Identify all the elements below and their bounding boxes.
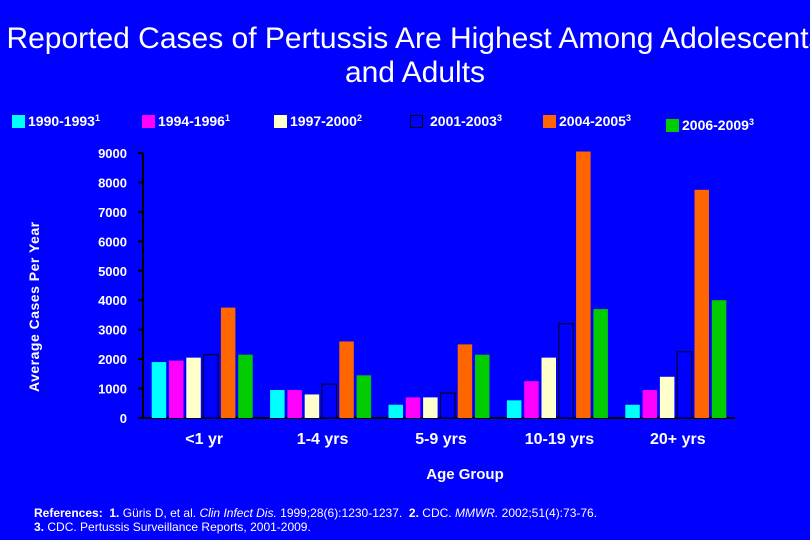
legend-swatch — [410, 115, 423, 128]
bar — [576, 151, 591, 418]
references-label: References: — [34, 506, 103, 520]
bar — [659, 376, 675, 418]
bar — [711, 300, 727, 418]
bar — [625, 404, 640, 418]
legend-swatch — [12, 115, 25, 128]
y-tick-label: 4000 — [98, 293, 127, 308]
ref1-authors: Güris D, et al. — [122, 506, 197, 520]
y-tick-label: 2000 — [98, 352, 127, 367]
legend-sup: 3 — [496, 113, 502, 123]
bar — [388, 404, 403, 418]
references-line-1: References: 1. Güris D, et al. Clin Infe… — [34, 506, 597, 520]
x-axis-label: Age Group — [426, 466, 504, 483]
y-tick-label: 9000 — [98, 146, 127, 161]
bar — [694, 189, 709, 418]
legend-swatch — [666, 119, 679, 132]
bar — [151, 362, 167, 418]
legend-item: 1994-1996 1 — [142, 113, 230, 129]
bar — [356, 375, 372, 418]
ref1-number: 1. — [109, 506, 120, 520]
legend-sup: 1 — [94, 113, 100, 123]
legend-item: 2006-2009 3 — [666, 117, 754, 133]
references-line-2: 3. CDC. Pertussis Surveillance Reports, … — [34, 520, 597, 534]
legend-label: 2001-2003 — [430, 113, 497, 129]
ref2-journal: MMWR. — [454, 506, 499, 520]
y-tick-label: 3000 — [98, 323, 127, 338]
bar — [287, 390, 302, 418]
x-tick-label: 10-19 yrs — [525, 431, 594, 448]
x-tick-label: 1-4 yrs — [297, 431, 349, 448]
ref2-number: 2. — [408, 506, 419, 520]
ref1-journal: Clin Infect Dis. — [199, 506, 277, 520]
bar — [558, 323, 574, 419]
y-tick-label: 5000 — [98, 264, 127, 279]
bar — [339, 341, 354, 418]
y-tick-label: 7000 — [98, 205, 127, 220]
ref2-authors: CDC. — [422, 506, 452, 520]
legend-item: 2001-2003 3 — [410, 113, 502, 129]
bar — [270, 390, 285, 418]
legend-sup: 3 — [625, 113, 631, 123]
bar — [642, 390, 658, 418]
bar — [439, 392, 456, 419]
legend-item: 2004-2005 3 — [543, 113, 631, 129]
bar — [676, 351, 693, 419]
legend-swatch — [142, 115, 155, 128]
bar — [541, 357, 556, 418]
legend-label: 2006-2009 — [682, 117, 749, 133]
ref3-text: CDC. Pertussis Surveillance Reports, 200… — [47, 520, 311, 534]
bar — [593, 309, 608, 418]
legend-sup: 1 — [224, 113, 230, 123]
legend-sup: 2 — [356, 113, 362, 123]
legend-item: 1990-1993 1 — [12, 113, 100, 129]
bar — [321, 383, 337, 419]
bar — [203, 354, 219, 419]
bar — [238, 354, 253, 418]
legend-swatch — [274, 115, 287, 128]
references: References: 1. Güris D, et al. Clin Infe… — [34, 506, 597, 534]
legend-label: 2004-2005 — [559, 113, 626, 129]
bar — [506, 400, 522, 418]
y-tick-label: 8000 — [98, 175, 127, 190]
bar — [186, 357, 201, 418]
x-tick-label: <1 yr — [185, 431, 223, 448]
y-tick-label: 0 — [120, 411, 127, 426]
ref2-citation: 2002;51(4):73-76. — [501, 506, 598, 520]
bar — [475, 354, 490, 418]
legend-swatch — [543, 115, 556, 128]
legend: 1990-1993 1 1994-1996 1 1997-2000 2 2001-20… — [0, 113, 810, 137]
bar — [457, 344, 473, 418]
bar — [169, 360, 184, 418]
bar — [423, 397, 438, 418]
x-tick-label: 5-9 yrs — [415, 431, 467, 448]
ref3-number: 3. — [34, 520, 45, 534]
legend-label: 1990-1993 — [28, 113, 95, 129]
y-tick-label: 1000 — [98, 382, 127, 397]
bar — [220, 307, 236, 418]
bar — [405, 397, 421, 418]
legend-sup: 3 — [748, 117, 754, 127]
bar — [304, 394, 320, 418]
x-tick-label: 20+ yrs — [650, 431, 706, 448]
y-tick-label: 6000 — [98, 234, 127, 249]
legend-item: 1997-2000 2 — [274, 113, 362, 129]
legend-label: 1994-1996 — [158, 113, 225, 129]
bar — [524, 381, 539, 418]
ref1-citation: 1999;28(6):1230-1237. — [280, 506, 403, 520]
legend-label: 1997-2000 — [290, 113, 357, 129]
chart-title: Reported Cases of Pertussis Are Highest … — [6, 22, 810, 89]
